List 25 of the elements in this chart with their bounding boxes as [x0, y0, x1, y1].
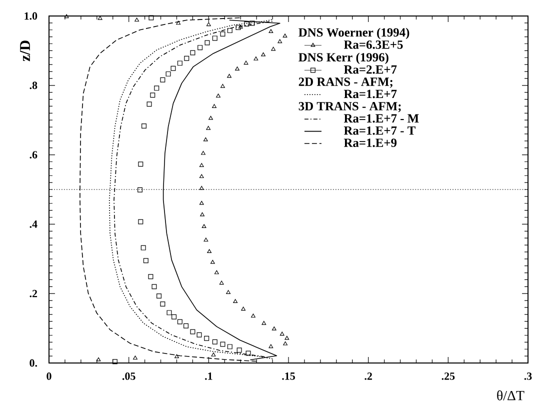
legend-label: Ra=1.E+9 [344, 138, 397, 148]
y-tick-label: .6 [30, 151, 38, 159]
y-tick-label: 0. [30, 359, 38, 367]
x-tick-label: .25 [442, 372, 455, 380]
legend-label: Ra=6.3E+5 [344, 40, 403, 49]
x-tick-label: .15 [282, 372, 295, 380]
x-tick-label: .2 [364, 372, 372, 380]
annotation: 3D TRANS - AFM; [298, 102, 401, 112]
x-axis-title: θ/ΔT [497, 390, 524, 400]
legend-label: Ra=1.E+7 - T [344, 126, 416, 135]
y-axis-title: z/D [20, 40, 30, 62]
annotation: 2D RANS - AFM; [298, 78, 392, 88]
annotation: DNS Woerner (1994) [298, 28, 410, 40]
y-tick-label: .2 [30, 290, 38, 298]
y-tick-label: .8 [30, 82, 38, 90]
legend-label: Ra=2.E+7 [344, 65, 397, 74]
legend-label: Ra=1.E+7 - M [344, 114, 419, 123]
x-tick-label: .3 [524, 372, 532, 380]
x-tick-label: .05 [122, 372, 136, 380]
y-tick-label: 1.0 [24, 12, 38, 20]
x-tick-label: 0 [46, 372, 52, 380]
annotation: DNS Kerr (1996) [298, 52, 388, 64]
legend-label: Ra=1.E+7 [344, 90, 397, 98]
x-tick-label: .1 [205, 372, 212, 380]
y-tick-label: .4 [30, 220, 38, 228]
